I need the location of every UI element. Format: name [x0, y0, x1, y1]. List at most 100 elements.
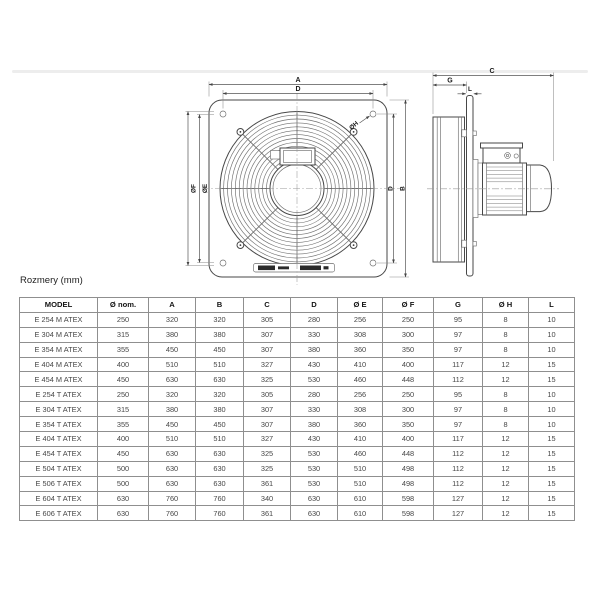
terminal-box-side	[480, 142, 523, 164]
table-row: E 606 T ATEX 630 760 760 361 630 610 598 127 12 15	[19, 505, 575, 522]
value-cell: 760	[148, 490, 196, 507]
value-cell: 361	[243, 475, 291, 492]
table-row: E 454 M ATEX 450 630 630 325 530 460 448 112 12 15	[19, 371, 575, 388]
value-cell: 320	[148, 386, 196, 403]
value-cell: 8	[482, 401, 529, 418]
column-header: Ø nom.	[97, 297, 149, 313]
value-cell: 630	[97, 490, 149, 507]
value-cell: 450	[195, 416, 244, 433]
value-cell: 10	[528, 326, 575, 343]
model-cell: E 506 T ATEX	[19, 475, 98, 492]
value-cell: 15	[528, 431, 575, 447]
value-cell: 498	[382, 460, 434, 477]
value-cell: 112	[433, 460, 483, 477]
value-cell: 530	[290, 371, 338, 388]
dim-label-b: B	[399, 186, 406, 191]
value-cell: 15	[528, 475, 575, 492]
model-cell: E 504 T ATEX	[19, 460, 98, 477]
value-cell: 95	[433, 386, 483, 403]
value-cell: 630	[290, 490, 338, 507]
value-cell: 12	[482, 505, 529, 522]
value-cell: 510	[148, 356, 196, 373]
value-cell: 320	[195, 386, 244, 403]
dim-leader-oH	[359, 115, 370, 124]
fan-housing	[432, 116, 465, 263]
value-cell: 8	[482, 341, 529, 358]
value-cell: 498	[382, 475, 434, 492]
value-cell: 15	[528, 490, 575, 507]
value-cell: 530	[290, 475, 338, 492]
value-cell: 598	[382, 505, 434, 522]
guard-bolts	[236, 128, 358, 250]
value-cell: 10	[528, 416, 575, 433]
value-cell: 112	[433, 475, 483, 492]
dim-label-c: C	[489, 68, 494, 75]
column-header: B	[195, 297, 244, 313]
value-cell: 12	[482, 356, 529, 373]
value-cell: 510	[195, 356, 244, 373]
model-cell: E 604 T ATEX	[19, 490, 98, 507]
value-cell: 355	[97, 341, 149, 358]
value-cell: 355	[97, 416, 149, 433]
table-row: E 354 M ATEX 355 450 450 307 380 360 350 97 8 10	[19, 341, 575, 358]
value-cell: 280	[290, 311, 338, 328]
value-cell: 510	[195, 431, 244, 447]
value-cell: 307	[243, 416, 291, 433]
value-cell: 410	[337, 431, 383, 447]
value-cell: 256	[337, 311, 383, 328]
table-row: E 454 T ATEX 450 630 630 325 530 460 448 112 12 15	[19, 445, 575, 462]
table-row: E 304 T ATEX 315 380 380 307 330 308 300 97 8 10	[19, 401, 575, 418]
value-cell: 400	[382, 356, 434, 373]
value-cell: 307	[243, 326, 291, 343]
value-cell: 450	[195, 341, 244, 358]
dim-label-g: G	[447, 77, 453, 84]
value-cell: 330	[290, 401, 338, 418]
value-cell: 610	[337, 505, 383, 522]
value-cell: 10	[528, 386, 575, 403]
value-cell: 8	[482, 386, 529, 403]
value-cell: 380	[290, 416, 338, 433]
value-cell: 630	[195, 460, 244, 477]
value-cell: 400	[97, 431, 149, 447]
value-cell: 15	[528, 445, 575, 462]
value-cell: 630	[195, 475, 244, 492]
value-cell: 530	[290, 445, 338, 462]
value-cell: 250	[382, 311, 434, 328]
dim-label-oe: ØE	[202, 183, 209, 193]
value-cell: 308	[337, 326, 383, 343]
value-cell: 112	[433, 445, 483, 462]
table-row: E 254 M ATEX 250 320 320 305 280 256 250 95 8 10	[19, 311, 575, 328]
value-cell: 305	[243, 386, 291, 403]
value-cell: 630	[97, 505, 149, 522]
table-row: E 504 T ATEX 500 630 630 325 530 510 498 112 12 15	[19, 460, 575, 477]
table-row: E 506 T ATEX 500 630 630 361 530 510 498 112 12 15	[19, 475, 575, 492]
value-cell: 460	[337, 445, 383, 462]
model-cell: E 454 T ATEX	[19, 445, 98, 462]
side-view-drawing: C G L	[427, 68, 559, 277]
value-cell: 300	[382, 326, 434, 343]
table-row: E 354 T ATEX 355 450 450 307 380 360 350 97 8 10	[19, 416, 575, 433]
motor-end-cap	[526, 164, 553, 213]
table-row: E 304 M ATEX 315 380 380 307 330 308 300 97 8 10	[19, 326, 575, 343]
value-cell: 15	[528, 356, 575, 373]
column-header: Ø F	[382, 297, 434, 313]
plate-edge	[466, 95, 474, 277]
value-cell: 361	[243, 505, 291, 522]
column-header: Ø E	[337, 297, 383, 313]
model-cell: E 404 T ATEX	[19, 431, 98, 447]
value-cell: 117	[433, 431, 483, 447]
value-cell: 598	[382, 490, 434, 507]
value-cell: 760	[195, 505, 244, 522]
value-cell: 450	[148, 341, 196, 358]
value-cell: 280	[290, 386, 338, 403]
terminal-box-front	[270, 147, 316, 166]
column-header: L	[528, 297, 575, 313]
model-cell: E 254 T ATEX	[19, 386, 98, 403]
column-header: D	[290, 297, 338, 313]
value-cell: 630	[195, 445, 244, 462]
value-cell: 500	[97, 460, 149, 477]
value-cell: 305	[243, 311, 291, 328]
value-cell: 760	[195, 490, 244, 507]
